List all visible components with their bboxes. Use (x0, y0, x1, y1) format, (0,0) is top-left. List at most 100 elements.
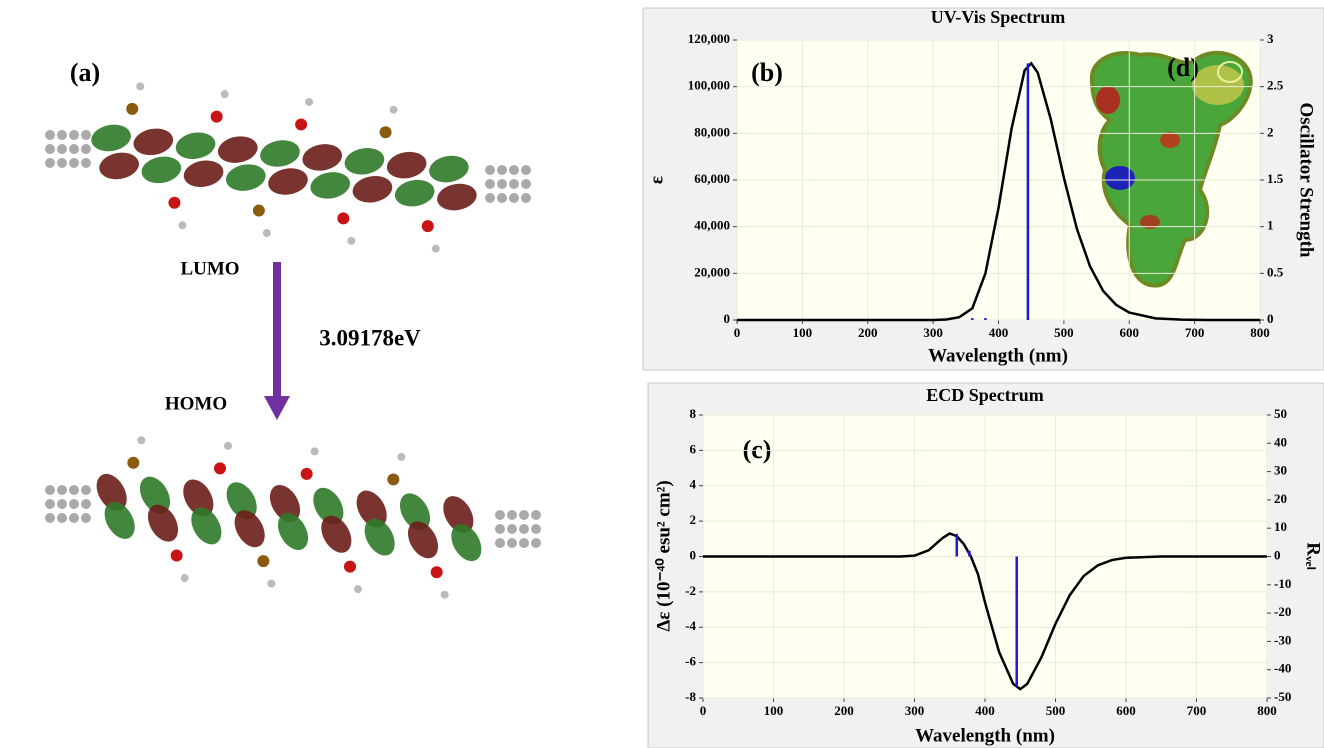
atom (337, 212, 349, 224)
atom (45, 485, 55, 495)
orbital-lobe (174, 129, 218, 162)
atom (431, 566, 443, 578)
orbital-lobe (342, 145, 386, 178)
orbital-lobe (350, 173, 394, 206)
panel-label: (a) (70, 58, 100, 87)
x-tick-label: 300 (923, 325, 943, 340)
energy-gap: 3.09178eV (319, 325, 421, 350)
atom (81, 144, 91, 154)
atom (263, 229, 271, 237)
atom (81, 130, 91, 140)
atom (519, 524, 529, 534)
orbital-lobe (435, 181, 479, 214)
orbital-lobe (300, 141, 344, 174)
atom (295, 118, 307, 130)
atom (305, 98, 313, 106)
atom (432, 245, 440, 253)
chart-title: ECD Spectrum (926, 385, 1044, 405)
orbital-lobe (182, 157, 226, 190)
y2-tick-label: 0 (1274, 547, 1281, 562)
y2-axis-label: Rᵥₑₗ (1303, 542, 1324, 569)
atom (495, 524, 505, 534)
y2-tick-label: 3 (1267, 31, 1274, 46)
y2-tick-label: 2 (1267, 124, 1274, 139)
inset-label: (d) (1167, 53, 1199, 82)
y-tick-label: 0 (690, 547, 697, 562)
molecule-art (45, 82, 541, 598)
y2-tick-label: -20 (1274, 604, 1291, 619)
x-tick-label: 500 (1046, 703, 1066, 718)
atom (136, 82, 144, 90)
atom (69, 130, 79, 140)
atom (380, 126, 392, 138)
x-tick-label: 600 (1116, 703, 1136, 718)
atom (301, 468, 313, 480)
orbital-lobe (393, 177, 437, 210)
atom (57, 130, 67, 140)
y2-tick-label: -30 (1274, 632, 1291, 647)
atom (221, 90, 229, 98)
x-tick-label: 800 (1257, 703, 1277, 718)
orbital-lobe (131, 126, 175, 159)
orbital-lobe (308, 169, 352, 202)
y-tick-label: -6 (685, 654, 696, 669)
atom (178, 221, 186, 229)
atom (214, 462, 226, 474)
atom (507, 524, 517, 534)
y2-tick-label: 30 (1274, 463, 1287, 478)
y2-axis-label: Oscillator Strength (1296, 103, 1317, 258)
figure: (a) LUMO 3.09178eV HOMO UV-Vis Spectrum … (0, 0, 1324, 748)
atom (531, 524, 541, 534)
atom (531, 538, 541, 548)
panel-label: (b) (751, 58, 783, 87)
x-tick-label: 100 (793, 325, 813, 340)
y2-tick-label: -10 (1274, 576, 1291, 591)
atom (69, 499, 79, 509)
orbital-lobe (266, 165, 310, 198)
atom (531, 510, 541, 520)
x-tick-label: 300 (905, 703, 925, 718)
x-tick-label: 200 (834, 703, 854, 718)
atom (521, 193, 531, 203)
x-tick-label: 200 (858, 325, 878, 340)
atom (211, 111, 223, 123)
x-axis-label: Wavelength (nm) (915, 725, 1055, 746)
atom (519, 538, 529, 548)
atom (507, 538, 517, 548)
atom (57, 158, 67, 168)
atom (45, 158, 55, 168)
y-axis-label: Δε (10⁻⁴⁰ esu² cm²) (653, 480, 674, 631)
x-tick-label: 800 (1250, 325, 1270, 340)
y2-tick-label: -40 (1274, 661, 1291, 676)
atom (171, 550, 183, 562)
homo-label: HOMO (165, 393, 227, 414)
atom (57, 485, 67, 495)
atom (45, 513, 55, 523)
atom (81, 513, 91, 523)
atom (45, 130, 55, 140)
orbital-lobe (216, 133, 260, 166)
atom (69, 513, 79, 523)
y2-tick-label: 20 (1274, 491, 1287, 506)
y2-tick-label: 2.5 (1267, 78, 1284, 93)
atom (397, 453, 405, 461)
y-tick-label: 2 (690, 512, 697, 527)
atom (521, 179, 531, 189)
chart-title: UV-Vis Spectrum (931, 7, 1065, 27)
x-tick-label: 700 (1187, 703, 1207, 718)
atom (354, 585, 362, 593)
orbital-lobe (385, 149, 429, 182)
y-tick-label: 40,000 (694, 218, 730, 233)
atom (497, 179, 507, 189)
atom (497, 165, 507, 175)
atom (81, 499, 91, 509)
atom (311, 447, 319, 455)
atom (485, 165, 495, 175)
atom (127, 457, 139, 469)
y-tick-label: 80,000 (694, 124, 730, 139)
atom (267, 580, 275, 588)
y-tick-label: 120,000 (688, 31, 730, 46)
x-axis-label: Wavelength (nm) (928, 345, 1068, 366)
y2-tick-label: 1 (1267, 218, 1274, 233)
x-tick-label: 600 (1120, 325, 1140, 340)
